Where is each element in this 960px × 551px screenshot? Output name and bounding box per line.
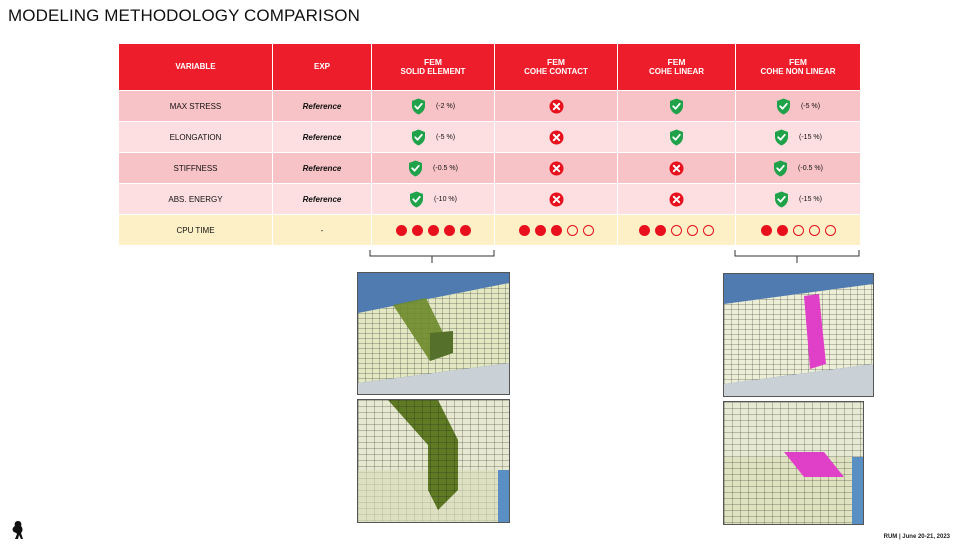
empty-dot (824, 224, 836, 236)
exp-cell: - (272, 214, 372, 246)
cpu-rating-cell (617, 214, 736, 246)
deviation-percent: (-10 %) (434, 195, 457, 203)
filled-dot (411, 224, 423, 236)
header-fem-cohe-contact: FEM COHE CONTACT (494, 43, 618, 91)
table-row: MAX STRESS Reference (-2 %) (-5 %) (118, 90, 861, 122)
cohe-nonlinear-mesh-bottom-render (723, 401, 864, 525)
solid-element-mesh-bottom-render (357, 399, 510, 523)
result-cell (494, 183, 618, 215)
deviation-percent: (-2 %) (435, 102, 456, 110)
empty-dot (703, 224, 714, 236)
filled-dot (776, 224, 788, 236)
comparison-table: VARIABLE EXP FEM SOLID ELEMENT FEM COHE CO… (118, 43, 861, 246)
check-shield-icon (408, 160, 423, 177)
filled-dot (655, 224, 666, 236)
result-cell: (-15 %) (735, 121, 861, 153)
check-shield-icon (669, 129, 684, 146)
footer-event-date: RUM | June 20-21, 2023 (883, 534, 950, 540)
header-exp: EXP (272, 43, 372, 91)
check-shield-icon (774, 191, 789, 208)
cross-circle-icon (549, 192, 564, 207)
filled-dot (427, 224, 439, 236)
table-row: ABS. ENERGY Reference (-10 %) (-15 %) (118, 183, 861, 215)
result-cell: (-0.5 %) (371, 152, 495, 184)
empty-dot (566, 224, 578, 236)
cross-circle-icon (549, 130, 564, 145)
variable-cell: CPU TIME (118, 214, 273, 246)
variable-cell: STIFFNESS (118, 152, 273, 184)
result-cell: (-2 %) (371, 90, 495, 122)
header-fem-cohe-nonlinear: FEM COHE NON LINEAR (735, 43, 861, 91)
deviation-percent: (-15 %) (799, 133, 822, 141)
cross-circle-icon (549, 161, 564, 176)
result-cell (617, 183, 736, 215)
exp-cell: Reference (272, 183, 372, 215)
filled-dot (550, 224, 562, 236)
check-shield-icon (669, 98, 684, 115)
empty-dot (671, 224, 682, 236)
deviation-percent: (-0.5 %) (798, 164, 823, 172)
exp-cell: Reference (272, 152, 372, 184)
table-header-row: VARIABLE EXP FEM SOLID ELEMENT FEM COHE CO… (118, 43, 861, 91)
header-variable: VARIABLE (118, 43, 273, 91)
deviation-percent: (-5 %) (435, 133, 456, 141)
filled-dot (443, 224, 455, 236)
result-cell: (-0.5 %) (735, 152, 861, 184)
exp-cell: Reference (272, 90, 372, 122)
cpu-time-row: CPU TIME - (118, 214, 861, 246)
solid-element-mesh-top-render (357, 272, 510, 395)
result-cell (494, 121, 618, 153)
empty-dot (792, 224, 804, 236)
cpu-rating-cell (735, 214, 861, 246)
header-fem-solid: FEM SOLID ELEMENT (371, 43, 495, 91)
deviation-percent: (-0.5 %) (433, 164, 458, 172)
check-shield-icon (411, 129, 426, 146)
table-row: ELONGATION Reference (-5 %) (-15 %) (118, 121, 861, 153)
result-cell: (-5 %) (371, 121, 495, 153)
check-shield-icon (776, 98, 791, 115)
check-shield-icon (774, 129, 789, 146)
cohe-nonlinear-bracket (734, 250, 860, 263)
filled-dot (534, 224, 546, 236)
deviation-percent: (-5 %) (800, 102, 821, 110)
empty-dot (582, 224, 594, 236)
header-fem-cohe-linear: FEM COHE LINEAR (617, 43, 736, 91)
result-cell (617, 121, 736, 153)
variable-cell: ABS. ENERGY (118, 183, 273, 215)
solid-bracket (369, 250, 495, 263)
result-cell: (-15 %) (735, 183, 861, 215)
cross-circle-icon (669, 192, 684, 207)
result-cell (494, 152, 618, 184)
filled-dot (518, 224, 530, 236)
filled-dot (459, 224, 471, 236)
empty-dot (808, 224, 820, 236)
empty-dot (687, 224, 698, 236)
cross-circle-icon (669, 161, 684, 176)
result-cell (617, 152, 736, 184)
check-shield-icon (773, 160, 788, 177)
exp-cell: Reference (272, 121, 372, 153)
filled-dot (639, 224, 650, 236)
deviation-percent: (-15 %) (799, 195, 822, 203)
check-shield-icon (409, 191, 424, 208)
cpu-rating-cell (494, 214, 618, 246)
variable-cell: MAX STRESS (118, 90, 273, 122)
cohe-nonlinear-mesh-top-render (723, 273, 874, 397)
prancing-horse-logo (12, 521, 23, 539)
table-row: STIFFNESS Reference (-0.5 %) (-0.5 %) (118, 152, 861, 184)
cpu-rating-cell (371, 214, 495, 246)
result-cell (494, 90, 618, 122)
cross-circle-icon (549, 99, 564, 114)
result-cell: (-5 %) (735, 90, 861, 122)
filled-dot (760, 224, 772, 236)
filled-dot (395, 224, 407, 236)
slide-title: MODELING METHODOLOGY COMPARISON (8, 6, 360, 25)
result-cell (617, 90, 736, 122)
variable-cell: ELONGATION (118, 121, 273, 153)
result-cell: (-10 %) (371, 183, 495, 215)
check-shield-icon (411, 98, 426, 115)
